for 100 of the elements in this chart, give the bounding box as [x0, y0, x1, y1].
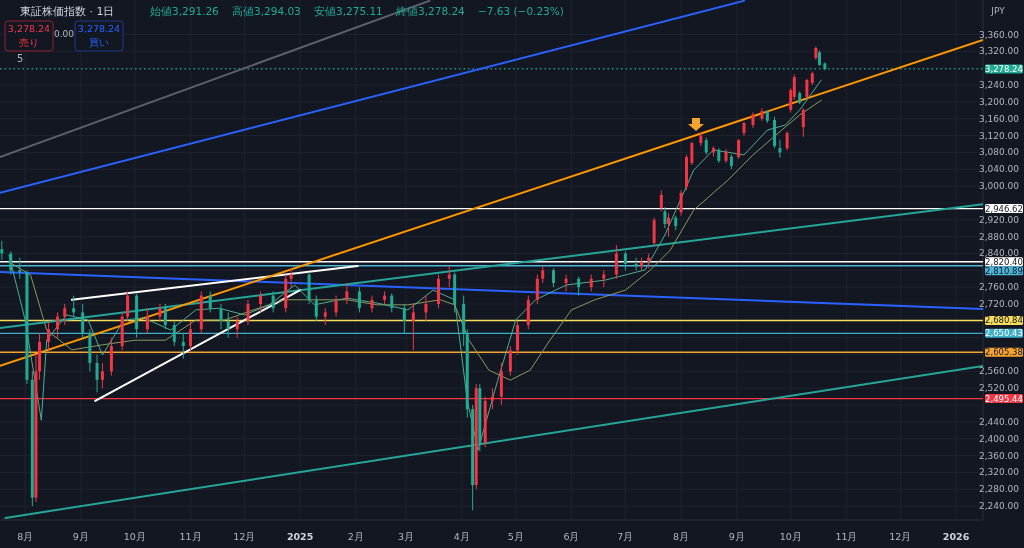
x-tick-label: 9月: [72, 531, 89, 542]
candlestick: [577, 276, 581, 297]
candlestick: [181, 332, 185, 360]
candlestick: [235, 316, 239, 339]
x-tick-label: 7月: [617, 531, 634, 542]
candlestick: [158, 303, 162, 322]
candlestick: [18, 257, 22, 280]
candlestick: [778, 139, 782, 158]
candlestick: [667, 212, 671, 238]
candlestick: [126, 290, 130, 322]
candlestick: [9, 250, 13, 276]
text: 東証株価指数 · 1日: [20, 5, 115, 18]
annotation: 0.00: [53, 29, 75, 39]
candlestick: [208, 290, 212, 313]
candlestick: [345, 282, 349, 305]
y-tick-label: 2,320.00: [978, 467, 1020, 478]
annotation: 5: [17, 53, 24, 64]
annotation: 3,278.24: [7, 23, 51, 34]
candlestick: [623, 250, 627, 271]
candlestick: [56, 311, 60, 339]
x-tick-label: 12月: [889, 531, 912, 542]
ref-line-label: 2,605.38: [985, 347, 1023, 358]
ref-line-label: 2,650.43: [985, 328, 1023, 339]
x-tick-label: 12月: [233, 531, 256, 542]
candlestick: [145, 307, 149, 334]
y-tick-label: 2,880.00: [978, 231, 1020, 242]
candlestick: [47, 320, 51, 351]
candlestick: [100, 362, 104, 389]
x-tick-label: 9月: [728, 531, 745, 542]
x-tick-label: 11月: [835, 531, 858, 542]
y-tick-label: 3,240.00: [978, 80, 1020, 91]
candlestick: [424, 295, 428, 322]
x-tick-label: 11月: [179, 531, 202, 542]
candlestick: [289, 267, 293, 288]
y-tick-label: 2,720.00: [978, 299, 1020, 309]
x-tick-label: 5月: [507, 531, 524, 542]
y-tick-label: 2,240.00: [978, 501, 1020, 512]
candlestick: [259, 290, 263, 313]
candlestick: [246, 299, 250, 326]
x-tick-label: 8月: [17, 531, 34, 542]
candlestick: [63, 303, 67, 326]
candlestick: [737, 138, 741, 160]
candlestick: [679, 189, 683, 217]
annotation: 安値3,275.11: [314, 5, 383, 17]
x-tick-label: 4月: [453, 531, 470, 542]
x-tick-label: 10月: [779, 531, 802, 542]
candlestick: [188, 320, 192, 351]
line-series: [8, 99, 822, 381]
y-tick-label: 3,160.00: [978, 113, 1020, 124]
candlestick: [552, 267, 555, 288]
y-tick-label: 3,320.00: [978, 46, 1020, 57]
y-tick-label: 2,400.00: [978, 433, 1020, 444]
candlestick: [226, 311, 230, 339]
ref-line-label: 2,946.62: [985, 203, 1023, 214]
candlestick: [0, 240, 4, 261]
y-tick-label: 3,000.00: [978, 181, 1020, 192]
y-tick-label: 3,200.00: [978, 96, 1020, 107]
annotation: 3,278.24: [77, 23, 121, 34]
x-tick-label: 6月: [563, 531, 580, 542]
annotation: 買い: [89, 37, 109, 48]
annotation: 高値3,294.03: [232, 5, 301, 17]
candlestick: [699, 131, 703, 147]
y-tick-label: 2,920.00: [978, 214, 1020, 225]
candlestick: [95, 354, 99, 393]
candlestick: [508, 345, 512, 377]
candlestick: [370, 295, 374, 313]
y-tick-label: 2,760.00: [978, 282, 1020, 293]
candlestick: [172, 320, 176, 347]
x-tick-label: 8月: [673, 531, 690, 542]
candlestick: [659, 189, 663, 212]
candlestick: [690, 141, 694, 166]
candlestick: [390, 292, 394, 313]
y-tick-label: 3,080.00: [978, 147, 1020, 158]
candlestick: [357, 286, 361, 313]
x-tick-label: 10月: [123, 531, 146, 542]
candlestick: [402, 303, 406, 334]
ref-line-label: 2,680.84: [985, 315, 1023, 326]
y-tick-label: 2,560.00: [978, 366, 1020, 377]
text: JPY: [990, 6, 1006, 16]
candlestick: [334, 295, 338, 318]
candlestick: [801, 107, 805, 138]
y-tick-label: 2,520.00: [978, 383, 1020, 394]
candlestick: [663, 206, 667, 229]
annotation: −7.63 (−0.23%): [478, 5, 564, 17]
ref-line-label: 3,278.24: [985, 63, 1023, 74]
ref-line-label: 2,495.44: [985, 393, 1023, 404]
candlestick: [614, 244, 618, 280]
candlestick: [411, 303, 415, 351]
candlestick: [219, 303, 223, 330]
annotation: 売り: [19, 37, 39, 48]
y-tick-label: 3,040.00: [978, 164, 1020, 175]
candlestick: [535, 274, 539, 305]
annotation: 始値3,291.26: [150, 5, 220, 17]
ref-line-label: 2,810.89: [985, 265, 1023, 276]
y-tick-label: 3,360.00: [978, 29, 1020, 40]
x-tick-label: 2026: [942, 531, 970, 542]
x-tick-label: 2月: [347, 531, 364, 542]
y-tick-label: 2,440.00: [978, 416, 1020, 427]
ref-line-label: 2,820.40: [985, 256, 1023, 267]
candlestick: [652, 217, 656, 246]
